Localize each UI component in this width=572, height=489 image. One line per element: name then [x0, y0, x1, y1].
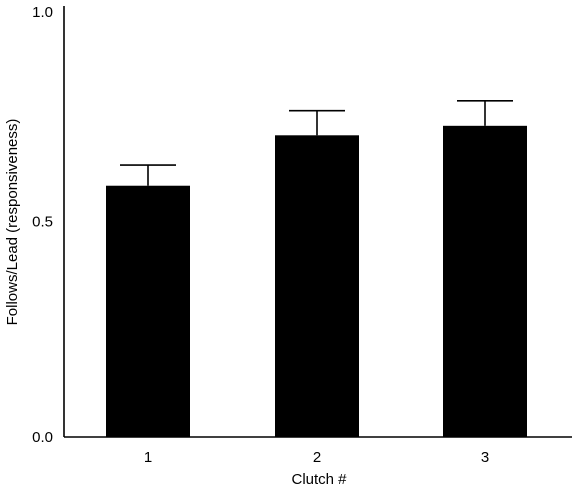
- bar-clutch-3: [443, 125, 527, 438]
- y-tick-label-0.5: 0.5: [32, 214, 53, 231]
- bar-clutch-1: [106, 185, 190, 437]
- x-tick-label-1: 1: [144, 449, 152, 466]
- y-axis-title: Follows/Lead (responsiveness): [4, 119, 21, 326]
- x-tick-labels: 1 2 3: [144, 449, 489, 466]
- x-tick-label-2: 2: [313, 449, 321, 466]
- x-tick-label-3: 3: [481, 449, 489, 466]
- axes-layer: [63, 6, 572, 438]
- error-bars-layer: [120, 100, 513, 186]
- bars-layer: [106, 125, 527, 438]
- x-axis-title: Clutch #: [291, 471, 347, 488]
- bar-clutch-2: [275, 135, 359, 438]
- y-tick-labels: 0.0 0.5 1.0: [32, 4, 53, 446]
- y-tick-label-0.0: 0.0: [32, 429, 53, 446]
- y-tick-label-1.0: 1.0: [32, 4, 53, 21]
